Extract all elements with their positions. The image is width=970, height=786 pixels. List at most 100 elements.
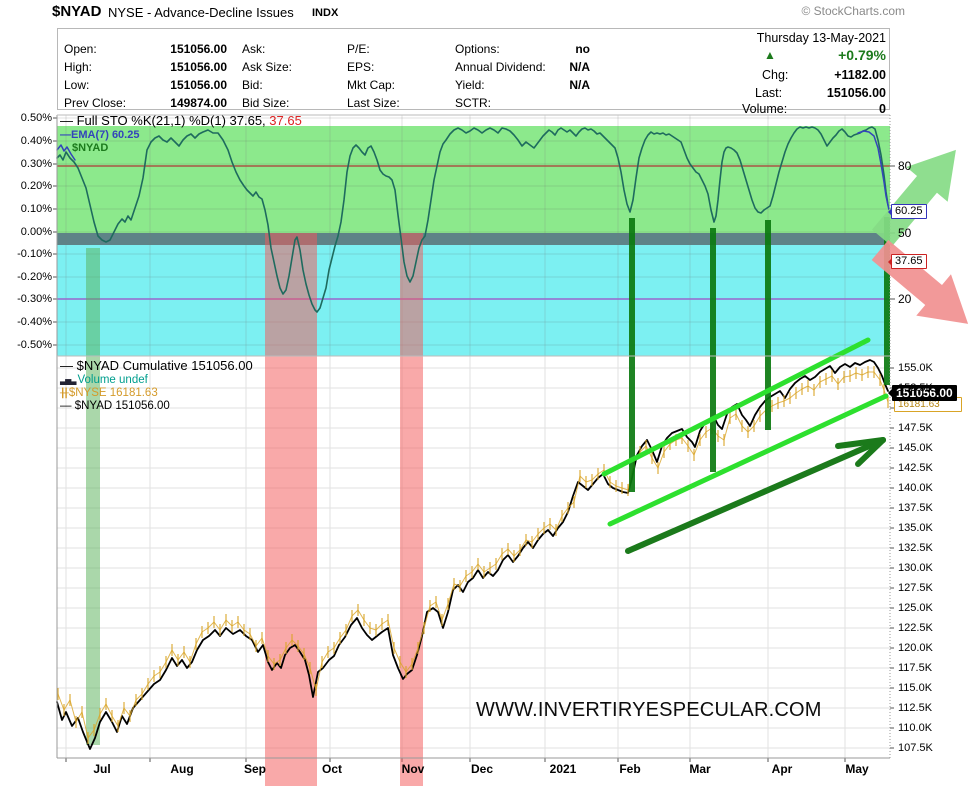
low-value: 151056.00: [170, 78, 227, 92]
x-axis-label-2021: 2021: [549, 762, 577, 776]
x-axis-label-mar: Mar: [689, 762, 711, 776]
x-axis-label-dec: Dec: [470, 762, 494, 776]
volume-label: Volume:: [742, 102, 788, 116]
sctr-label: SCTR:: [455, 96, 491, 110]
price-axis-label-110.0K: 110.0K: [898, 722, 933, 734]
price-axis-label-147.5K: 147.5K: [898, 422, 933, 434]
bid-size-label: Bid Size:: [242, 96, 290, 110]
price-axis-label-140.0K: 140.0K: [898, 482, 933, 494]
yield-value: N/A: [569, 78, 590, 92]
price-axis-label-122.5K: 122.5K: [898, 622, 933, 634]
price-axis-label-112.5K: 112.5K: [898, 702, 933, 714]
eps-label: EPS:: [347, 60, 375, 74]
price-axis-label-115.0K: 115.0K: [898, 682, 933, 694]
x-axis-label-aug: Aug: [170, 762, 194, 776]
osc-left-label-0.40%: 0.40%: [20, 135, 52, 147]
prev-close-value: 149874.00: [170, 96, 227, 110]
pe-label: P/E:: [347, 42, 370, 56]
watermark-text: WWW.INVERTIRYESPECULAR.COM: [476, 699, 822, 721]
x-axis-label-may: May: [845, 762, 869, 776]
osc-left-label-0.20%: 0.20%: [20, 180, 52, 192]
last-size-label: Last Size:: [347, 96, 400, 110]
bullish-arrow: [872, 149, 956, 247]
price-axis-label-155.0K: 155.0K: [898, 362, 933, 374]
osc-left-label--0.10%: -0.10%: [17, 248, 52, 260]
open-label: Open:: [64, 42, 97, 56]
price-axis-label-137.5K: 137.5K: [898, 502, 933, 514]
osc-left-label--0.30%: -0.30%: [17, 293, 52, 305]
x-axis-label-feb: Feb: [619, 762, 641, 776]
oversold-zone: [57, 245, 890, 356]
overbought-zone: [57, 126, 890, 233]
osc-left-label-0.50%: 0.50%: [20, 112, 52, 124]
full-sto-label: — Full STO %K(21,1) %D(1) 37.65,: [60, 113, 266, 128]
nyad-legend: — $NYAD 151056.00: [60, 400, 170, 412]
oscillator-legend: — Full STO %K(21,1) %D(1) 37.65, 37.65: [60, 113, 302, 128]
osc-right-label-80: 80: [898, 159, 912, 173]
nyse-legend: ╂╂ $NYSE 16181.63: [60, 387, 158, 399]
stockcharts-copyright: © StockCharts.com: [801, 4, 905, 18]
x-axis-label-oct: Oct: [321, 762, 343, 776]
session-date: Thursday 13-May-2021: [756, 31, 886, 45]
yield-label: Yield:: [455, 78, 485, 92]
mkt-cap-label: Mkt Cap:: [347, 78, 396, 92]
red-band-sep: [265, 233, 317, 786]
symbol-description: NYSE - Advance-Decline Issues: [108, 5, 294, 20]
high-value: 151056.00: [170, 60, 227, 74]
price-axis-label-120.0K: 120.0K: [898, 642, 933, 654]
price-axis-label-145.0K: 145.0K: [898, 442, 933, 454]
red-band-nov: [400, 233, 423, 786]
chg-label: Chg:: [762, 68, 789, 82]
osc-left-label-0.30%: 0.30%: [20, 158, 52, 170]
options-value: no: [575, 42, 590, 56]
volume-legend-text: Volume undef: [77, 374, 148, 386]
open-value: 151056.00: [170, 42, 227, 56]
dividend-value: N/A: [569, 60, 590, 74]
nyse-legend-text: $NYSE 16181.63: [68, 387, 158, 399]
last-value: 151056.00: [826, 86, 886, 100]
percent-change: +0.79%: [838, 47, 886, 63]
price-axis-label-117.5K: 117.5K: [898, 662, 933, 674]
volume-bars-icon: ▃▅▃: [60, 376, 77, 385]
nyad-last-callout: 151056.00: [888, 385, 957, 401]
osc-left-label-0.10%: 0.10%: [20, 203, 52, 215]
stochastic-value-callout: 37.65: [888, 254, 927, 269]
volume-value: 0: [879, 102, 886, 116]
ema-value-callout: 60.25: [888, 204, 927, 219]
price-axis-label-125.0K: 125.0K: [898, 602, 933, 614]
full-sto-d-value: 37.65: [269, 113, 302, 128]
cumulative-legend: — $NYAD Cumulative 151056.00: [60, 358, 253, 373]
options-label: Options:: [455, 42, 500, 56]
price-axis-label-132.5K: 132.5K: [898, 542, 933, 554]
bid-label: Bid:: [242, 78, 263, 92]
x-axis-label-jul: Jul: [93, 762, 111, 776]
price-axis-label-142.5K: 142.5K: [898, 462, 933, 474]
price-axis-label-127.5K: 127.5K: [898, 582, 933, 594]
ask-label: Ask:: [242, 42, 266, 56]
volume-legend: ▃▅▃ Volume undef: [60, 374, 148, 386]
green-band-jul: [86, 248, 100, 745]
price-axis-label-152.5K: 152.5K: [898, 382, 933, 394]
x-axis-label-nov: Nov: [401, 762, 425, 776]
osc-right-label-20: 20: [898, 292, 912, 306]
high-label: High:: [64, 60, 93, 74]
candlestick-icon: ╂╂: [60, 388, 69, 398]
osc-right-label-50: 50: [898, 226, 912, 240]
exchange-type-label: INDX: [312, 7, 339, 19]
last-label: Last:: [755, 86, 783, 100]
price-axis-label-135.0K: 135.0K: [898, 522, 933, 534]
osc-left-label--0.20%: -0.20%: [17, 271, 52, 283]
osc-left-label--0.50%: -0.50%: [17, 339, 52, 351]
low-label: Low:: [64, 78, 90, 92]
ask-size-label: Ask Size:: [242, 60, 293, 74]
symbol-title: $NYAD: [52, 3, 102, 20]
ema-legend: —EMA(7) 60.25: [60, 129, 140, 141]
up-triangle-icon: ▲: [764, 48, 776, 62]
x-axis-label-sep: Sep: [243, 762, 267, 776]
osc-left-label-0.00%: 0.00%: [20, 226, 52, 238]
prev-close-label: Prev Close:: [64, 96, 127, 110]
quote-summary-box: [57, 28, 890, 110]
x-axis-label-apr: Apr: [771, 762, 793, 776]
